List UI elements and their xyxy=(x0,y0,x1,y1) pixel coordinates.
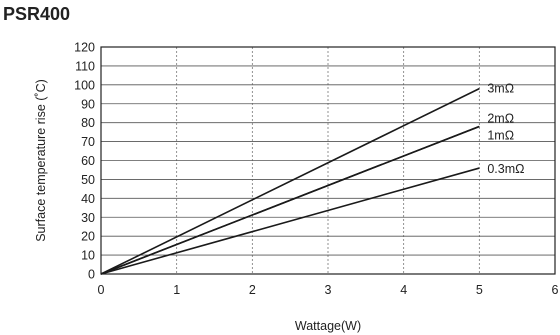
series-labels: 3mΩ 2mΩ 1mΩ 0.3mΩ xyxy=(487,82,524,176)
y-tick-label: 0 xyxy=(88,268,95,282)
series-line xyxy=(100,87,480,275)
x-axis-label: Wattage(W) xyxy=(295,319,361,333)
plot-frame xyxy=(100,46,556,275)
series-line xyxy=(100,167,480,275)
x-tick-label: 5 xyxy=(476,283,483,297)
series-label: 2mΩ xyxy=(487,111,514,125)
y-tick-label: 60 xyxy=(81,154,95,168)
y-tick-label: 80 xyxy=(81,116,95,130)
series-label: 1mΩ xyxy=(487,128,514,142)
y-tick-label: 70 xyxy=(81,135,95,149)
x-tick-label: 2 xyxy=(249,283,256,297)
series-label: 0.3mΩ xyxy=(487,162,524,176)
y-tick-label: 120 xyxy=(74,41,95,55)
y-tick-label: 100 xyxy=(74,78,95,92)
series-line xyxy=(100,125,480,275)
x-tick-labels: 0 1 2 3 4 5 6 xyxy=(98,283,559,297)
y-axis-label: Surface temperature rise (˚C) xyxy=(34,79,48,242)
x-tick-label: 3 xyxy=(325,283,332,297)
y-tick-label: 20 xyxy=(81,230,95,244)
x-tick-label: 4 xyxy=(400,283,407,297)
series-lines xyxy=(100,87,480,275)
y-tick-label: 10 xyxy=(81,249,95,263)
x-tick-label: 6 xyxy=(552,283,559,297)
chart-title: PSR400 xyxy=(3,4,71,24)
y-tick-label: 110 xyxy=(75,59,95,73)
y-tick-label: 90 xyxy=(81,97,95,111)
x-tick-label: 1 xyxy=(173,283,180,297)
y-tick-label: 40 xyxy=(81,192,95,206)
y-tick-label: 50 xyxy=(81,173,95,187)
y-tick-labels: 0 10 20 30 40 50 60 70 80 90 100 110 120 xyxy=(74,41,95,282)
series-label: 3mΩ xyxy=(487,82,514,96)
y-grid-lines xyxy=(101,65,555,256)
x-tick-label: 0 xyxy=(98,283,105,297)
y-tick-label: 30 xyxy=(81,211,95,225)
